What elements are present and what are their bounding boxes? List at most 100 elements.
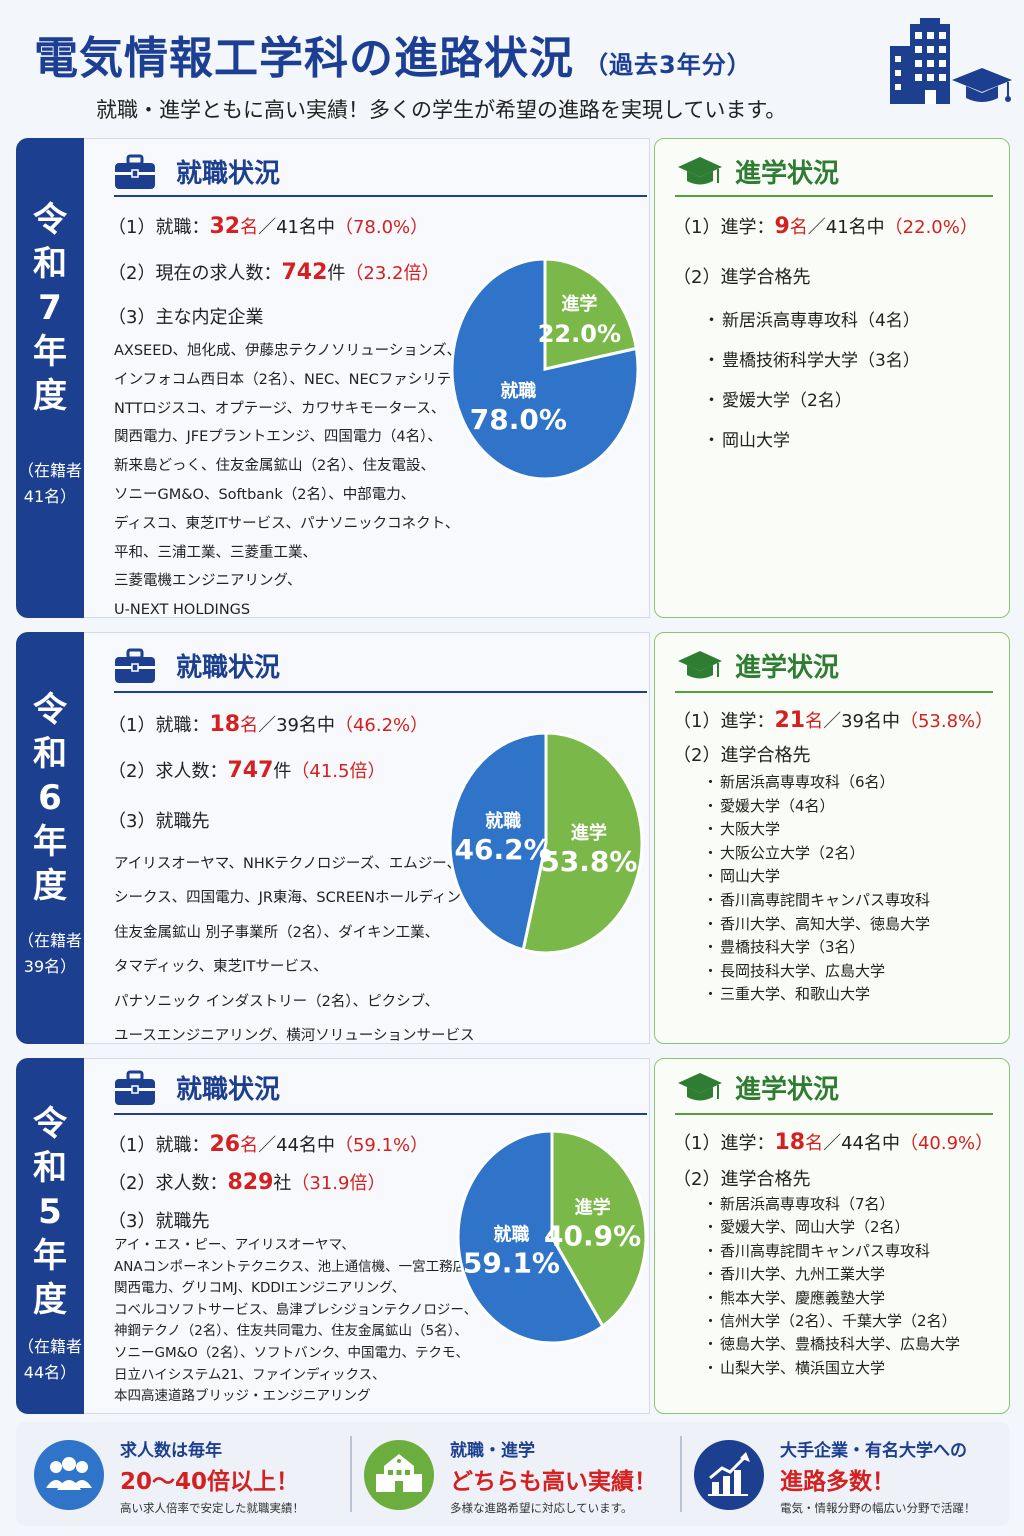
pie-percent-label: 46.2%: [455, 833, 552, 866]
year-name: 令和7年度: [33, 200, 67, 416]
pie-slice-advancement: [543, 257, 639, 371]
advancement-panel: 進学状況 （1）進学：21名／39名中（53.8%） （2）進学合格先 新居浜高…: [654, 632, 1010, 1044]
page-title-main: 電気情報工学科の進路状況: [34, 33, 574, 84]
employment-count: （1）就職：18名／39名中（46.2%）: [108, 712, 429, 737]
list-item: 香川高専詫間キャンパス専攻科: [703, 889, 930, 913]
school-building-icon: [364, 1440, 434, 1510]
list-item: 香川高専詫間キャンパス専攻科: [703, 1240, 960, 1263]
growth-chart-icon: [694, 1440, 764, 1510]
list-item: 岡山大学: [703, 421, 920, 461]
pie-category-label: 就職: [500, 380, 536, 402]
employment-panel: 就職状況 （1）就職：18名／39名中（46.2%） （2）求人数：747件（4…: [84, 632, 650, 1044]
enrollment-count: （在籍者 41名）: [17, 461, 82, 506]
advancement-panel: 進学状況 （1）進学：18名／44名中（40.9%） （2）進学合格先 新居浜高…: [654, 1058, 1010, 1414]
employment-heading: 就職状況: [114, 153, 280, 190]
list-item: 新居浜高専専攻科（4名）: [703, 301, 920, 341]
list-item: 徳島大学、豊橋技科大学、広島大学: [703, 1333, 960, 1356]
list-item: 愛媛大学、岡山大学（2名）: [703, 1216, 960, 1239]
list-item: 山梨大学、横浜国立大学: [703, 1357, 960, 1380]
company-list: AXSEED、旭化成、伊藤忠テクノソリューションズ、 インフォコム西日本（2名）、…: [114, 343, 508, 619]
list-item: 豊橋技科大学（3名）: [703, 936, 930, 960]
list-item: 新居浜高専専攻科（7名）: [703, 1193, 960, 1216]
company-list: アイ・エス・ピー、アイリスオーヤマ、 ANAコンポーネントテクニクス、池上通信機、…: [114, 1237, 480, 1405]
pie-slice-employment: [448, 731, 548, 952]
building-icon: [890, 18, 1012, 104]
year-section-r6: 令和6年度 （在籍者 39名） 就職状況 （1）就職：18名／39名中（46.2%…: [16, 632, 1010, 1044]
accepted-schools-heading: （2）進学合格先: [673, 745, 811, 766]
list-item: 大阪公立大学（2名）: [703, 842, 930, 866]
pie-percent-label: 22.0%: [538, 320, 621, 348]
heading-rule: [114, 1113, 647, 1115]
pie-slice-advancement: [521, 731, 644, 955]
briefcase-icon: [115, 154, 155, 189]
school-list: 新居浜高専専攻科（7名）愛媛大学、岡山大学（2名）香川高専詫間キャンパス専攻科香…: [703, 1193, 960, 1380]
pie-slice-employment: [456, 1129, 605, 1345]
heading-rule: [114, 691, 647, 693]
pie-percent-label: 40.9%: [544, 1220, 641, 1253]
employment-heading: 就職状況: [114, 647, 280, 684]
list-item: 新居浜高専専攻科（6名）: [703, 771, 930, 795]
enrollment-count: （在籍者 39名）: [17, 931, 82, 976]
list-item: 三重大学、和歌山大学: [703, 983, 930, 1007]
advancement-heading: 進学状況: [677, 647, 839, 684]
advancement-count: （1）進学：21名／39名中（53.8%）: [673, 708, 994, 733]
employment-panel: 就職状況 （1）就職：32名／41名中（78.0%） （2）現在の求人数：742…: [84, 138, 650, 618]
employment-count: （1）就職：32名／41名中（78.0%）: [108, 214, 429, 239]
advancement-count: （1）進学：18名／44名中（40.9%）: [673, 1130, 994, 1155]
graduation-cap-icon: [952, 68, 1012, 102]
advancement-count: （1）進学：9名／41名中（22.0%）: [673, 214, 978, 239]
list-item: 信州大学（2名）、千葉大学（2名）: [703, 1310, 960, 1333]
companies-heading: （3）主な内定企業: [108, 307, 264, 328]
header-icons: [884, 16, 1014, 106]
list-item: 岡山大学: [703, 865, 930, 889]
employment-count: （1）就職：26名／44名中（59.1%）: [108, 1132, 429, 1157]
school-list: 新居浜高専専攻科（6名）愛媛大学（4名）大阪大学大阪公立大学（2名）岡山大学香川…: [703, 771, 930, 1007]
graduation-cap-icon: [678, 156, 722, 184]
advancement-heading: 進学状況: [677, 1069, 839, 1106]
briefcase-icon: [115, 648, 155, 683]
page-title-sub: （過去3年分）: [584, 51, 752, 79]
employment-heading: 就職状況: [114, 1069, 280, 1106]
heading-rule: [675, 195, 993, 197]
feature-bar: 求人数は毎年 20〜40倍以上！ 高い求人倍率で安定した就職実績！ 就職・進学 …: [16, 1422, 1010, 1526]
feature-item: 大手企業・有名大学への 進路多数！ 電気・情報分野の幅広い分野で活躍！: [676, 1422, 1006, 1526]
pie-category-label: 就職: [493, 1223, 529, 1245]
page-subtitle: 就職・進学ともに高い実績！多くの学生が希望の進路を実現しています。: [96, 98, 787, 122]
school-list: 新居浜高専専攻科（4名）豊橋技術科学大学（3名）愛媛大学（2名）岡山大学: [703, 301, 920, 461]
year-section-r5: 令和5年度 （在籍者 44名） 就職状況 （1）就職：26名／44名中（59.1%…: [16, 1058, 1010, 1414]
companies-heading: （3）就職先: [108, 811, 210, 832]
company-list: アイリスオーヤマ、NHKテクノロジーズ、エムジー、 シークス、四国電力、JR東海、…: [114, 856, 505, 1045]
pie-category-label: 進学: [571, 822, 607, 844]
list-item: 愛媛大学（4名）: [703, 795, 930, 819]
pie-category-label: 就職: [485, 810, 521, 832]
graduation-cap-icon: [678, 650, 722, 678]
graduation-cap-icon: [678, 1072, 722, 1100]
employment-panel: 就職状況 （1）就職：26名／44名中（59.1%） （2）求人数：829社（3…: [84, 1058, 650, 1414]
companies-heading: （3）就職先: [108, 1211, 210, 1232]
job-offers-count: （2）求人数：829社（31.9倍）: [108, 1170, 386, 1195]
list-item: 香川大学、九州工業大学: [703, 1263, 960, 1286]
year-name: 令和6年度: [33, 690, 67, 906]
advancement-heading: 進学状況: [677, 153, 839, 190]
pie-percent-label: 53.8%: [540, 845, 637, 878]
heading-rule: [675, 691, 993, 693]
divider: [680, 1436, 682, 1512]
heading-rule: [675, 1113, 993, 1115]
heading-rule: [114, 195, 647, 197]
list-item: 豊橋技術科学大学（3名）: [703, 341, 920, 381]
job-offers-count: （2）現在の求人数：742件（23.2倍）: [108, 260, 440, 285]
list-item: 大阪大学: [703, 818, 930, 842]
briefcase-icon: [115, 1070, 155, 1105]
pie-category-label: 進学: [561, 293, 597, 315]
list-item: 香川大学、高知大学、徳島大学: [703, 913, 930, 937]
year-section-r7: 令和7年度 （在籍者 41名） 就職状況 （1）就職：32名／41名中（78.0%…: [16, 138, 1010, 618]
people-icon: [34, 1440, 104, 1510]
year-tab: 令和5年度 （在籍者 44名）: [16, 1058, 84, 1414]
enrollment-count: （在籍者 44名）: [17, 1337, 82, 1382]
list-item: 熊本大学、慶應義塾大学: [703, 1287, 960, 1310]
pie-slice-advancement: [550, 1129, 648, 1329]
feature-item: 求人数は毎年 20〜40倍以上！ 高い求人倍率で安定した就職実績！: [16, 1422, 346, 1526]
divider: [350, 1436, 352, 1512]
